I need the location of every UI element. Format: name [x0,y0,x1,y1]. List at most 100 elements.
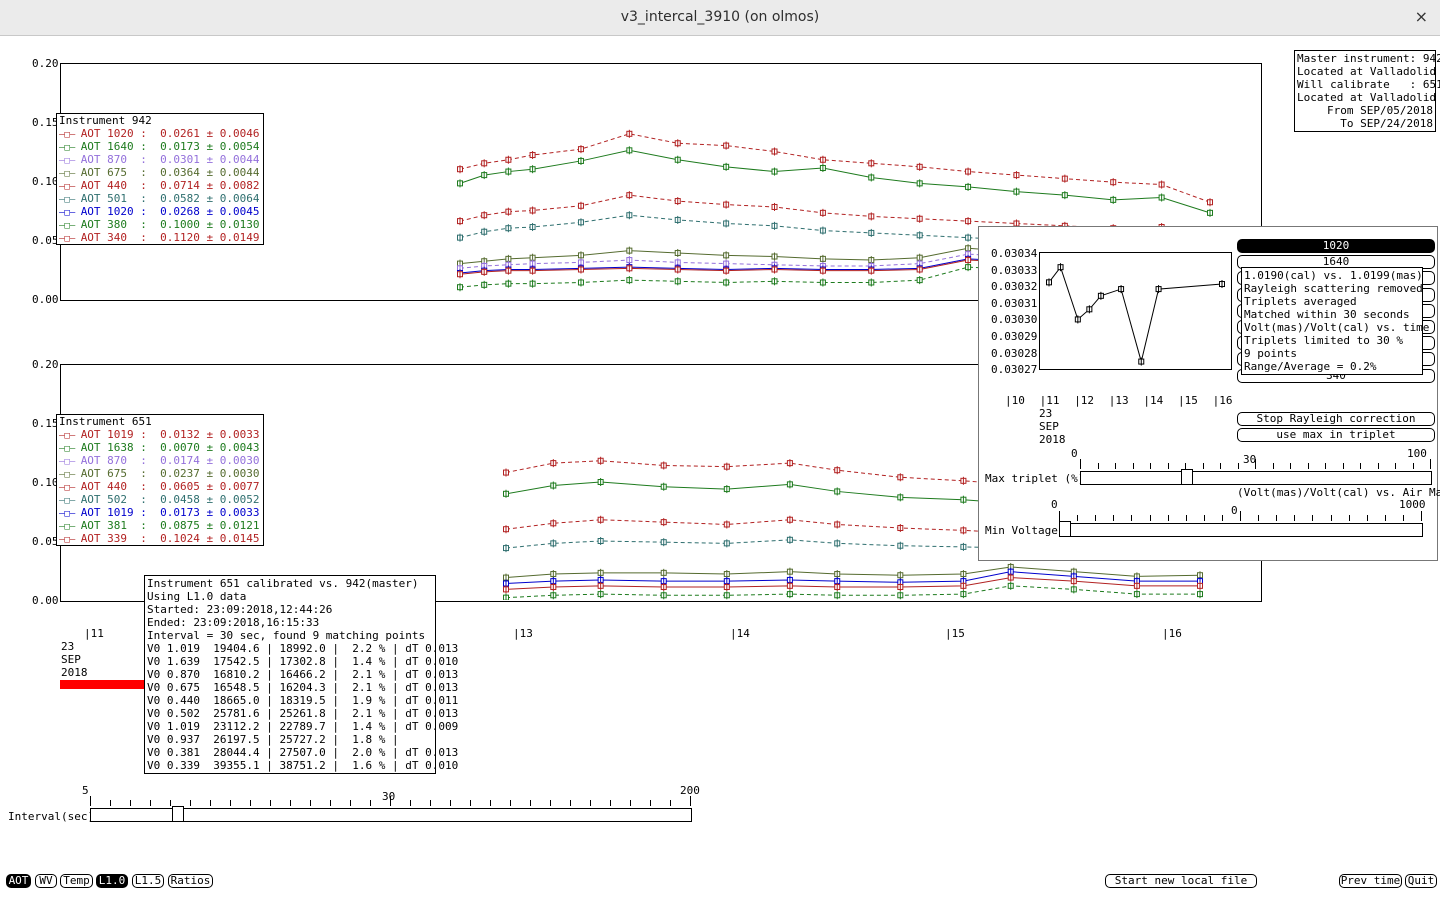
master-line: From SEP/05/2018 [1327,104,1433,117]
prev-time-button[interactable]: Prev time [1339,874,1402,888]
legend-gap [147,179,160,192]
bottom-legend-title: Instrument 651 [59,415,152,428]
calibration-line: Started: 23:09:2018,12:44:26 [147,603,333,616]
small-xtick-label: |16 [1212,394,1233,407]
legend-value: 0.0173 ± 0.0033 [160,506,260,519]
close-icon[interactable]: × [1414,7,1428,26]
slider-tick [1258,515,1260,521]
ytick-label: 0.10 [32,476,59,489]
slider-tick [1360,463,1361,469]
slider-tick [490,800,491,806]
legend-entry: —□— AOT 1019 : 0.0132 ± 0.0033 [59,428,261,441]
legend-entry: —□— AOT 440 : 0.0605 ± 0.0077 [59,480,261,493]
slider-tick [1312,515,1314,521]
legend-value: 0.0301 ± 0.0044 [160,153,260,166]
legend-entry: —□— AOT 870 : 0.0174 ± 0.0030 [59,454,261,467]
wv-button[interactable]: WV [35,874,57,888]
legend-gap [147,506,160,519]
slider-tick [310,800,311,806]
series-line [459,253,1211,269]
ytick-label: 0.00 [32,293,59,306]
small-chart-frame [1039,252,1232,370]
xtick: |13 [513,627,533,640]
series-line [1048,266,1223,364]
ytick-label: 0.05 [32,234,59,247]
max-triplet-slider-knob[interactable] [1181,469,1194,485]
temp-button[interactable]: Temp [60,874,93,888]
slider-tick [290,800,291,806]
slider-tick [1255,459,1256,469]
title-bar: v3_intercal_3910 (on olmos) × [0,0,1440,36]
aot-button[interactable]: AOT [6,874,31,888]
legend-marker-icon: —□— [59,431,81,441]
small-ytick-label: 0.03032 [991,280,1038,294]
slider-tick [1240,511,1241,521]
airmass-label: (Volt(mas)/Volt(cal) vs. Air Mass [1237,486,1440,499]
legend-gap [147,166,160,179]
master-info-box: Master instrument: 942 Located at Vallad… [1294,50,1440,132]
legend-gap [147,205,160,218]
slider-tick [530,800,531,806]
legend-label: AOT 675 : [80,166,147,179]
interval-slider[interactable] [90,808,692,822]
legend-gap [147,441,160,454]
legend-value: 0.0605 ± 0.0077 [160,480,260,493]
legend-gap [147,454,160,467]
legend-value: 0.0364 ± 0.0044 [160,166,260,179]
legend-value: 0.0268 ± 0.0045 [160,205,260,218]
series-line [459,149,1211,214]
calibration-line: V0 0.381 28044.4 | 27507.0 | 2.0 % | dT … [147,746,459,759]
bottom-legend: Instrument 651 —□— AOT 1019 : 0.0132 ± 0… [56,414,264,546]
slider-tick [1097,463,1099,469]
ratios-button[interactable]: Ratios [168,874,213,888]
min-voltage-min-label: 0 [1051,498,1058,511]
legend-value: 0.0173 ± 0.0054 [160,140,260,153]
legend-value: 0.0261 ± 0.0046 [160,127,260,140]
window-title: v3_intercal_3910 (on olmos) [620,9,820,25]
calibration-line: Instrument 651 calibrated vs. 942(master… [147,577,419,590]
max-triplet-mid-label: 30 [1243,453,1257,466]
legend-marker-icon: —□— [59,509,81,519]
slider-tick [1325,463,1326,469]
small-date-month: SEP [1039,420,1059,433]
slider-tick [230,800,231,806]
min-voltage-mid-label: 0 [1231,504,1238,517]
master-line: Located at Valladolid [1297,91,1437,104]
legend-gap [147,231,160,244]
quit-button[interactable]: Quit [1405,874,1437,888]
use-max-triplet-button[interactable]: use max in triplet [1237,428,1435,442]
slider-tick [250,800,251,806]
legend-label: AOT 380 : [80,218,147,231]
stop-rayleigh-button[interactable]: Stop Rayleigh correction [1237,412,1435,426]
slider-tick [1167,515,1169,521]
legend-entry: —□— AOT 675 : 0.0237 ± 0.0030 [59,467,261,480]
interval-slider-knob[interactable] [172,806,185,822]
ytick-label: 0.15 [32,417,59,430]
slider-tick [1149,515,1151,521]
top-legend-title: Instrument 942 [59,114,152,127]
slider-tick [330,800,331,806]
legend-gap [147,140,160,153]
min-voltage-slider-knob[interactable] [1059,521,1071,537]
ratio-info-box: 1.0190(cal) vs. 1.0199(mas) Rayleigh scat… [1241,267,1429,375]
legend-label: AOT 501 : [80,192,147,205]
start-new-local-file-button[interactable]: Start new local file [1105,874,1257,888]
l10-button[interactable]: L1.0 [96,874,128,888]
interval-label: Interval(sec) [8,810,95,823]
slider-tick [610,800,611,806]
date-day: 23 [61,640,75,653]
small-xtick-label: |10 [1005,394,1025,407]
legend-gap [147,519,160,532]
min-voltage-slider[interactable] [1059,523,1423,537]
slider-tick [1272,463,1274,469]
slider-tick [1113,515,1115,521]
l15-button[interactable]: L1.5 [132,874,164,888]
legend-entry: —□— AOT 380 : 0.1000 ± 0.0130 [59,218,261,231]
legend-gap [147,218,160,231]
legend-entry: —□— AOT 440 : 0.0714 ± 0.0082 [59,179,261,192]
calibration-line: V0 0.675 16548.5 | 16204.3 | 2.1 % | dT … [147,681,459,694]
max-triplet-slider[interactable] [1080,471,1432,485]
slider-tick [1342,463,1344,469]
legend-label: AOT 440 : [80,480,147,493]
wavelength-button[interactable]: 1020 [1237,239,1435,253]
